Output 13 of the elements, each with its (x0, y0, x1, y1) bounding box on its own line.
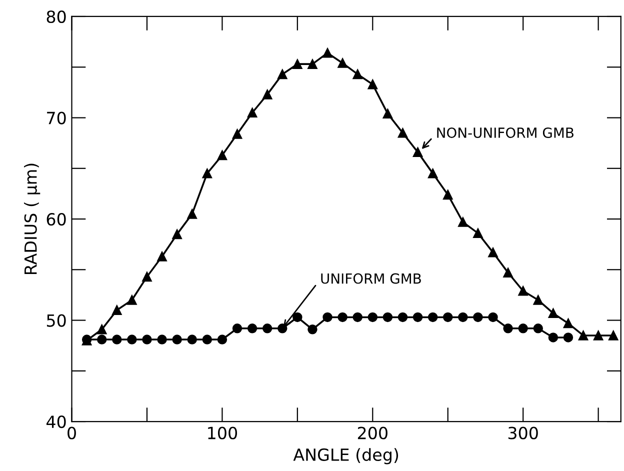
y-axis-title: RADIUS ( μm) (24, 164, 40, 274)
y-tick-label: 50 (46, 314, 66, 327)
y-tick-label: 60 (46, 212, 66, 226)
y-tick-label: 70 (47, 112, 66, 124)
y-tick-label: 40 (46, 416, 66, 428)
x-tick-label: 0 (68, 426, 76, 440)
x-tick-label: 100 (208, 426, 238, 440)
annotation: NON-UNIFORM GMB (437, 127, 574, 138)
x-tick-label: 200 (358, 426, 388, 440)
y-tick-label: 80 (46, 10, 66, 24)
x-tick-label: 300 (508, 426, 538, 440)
annotation: UNIFORM GMB (321, 273, 421, 284)
x-axis-title: ANGLE (deg) (293, 448, 398, 464)
